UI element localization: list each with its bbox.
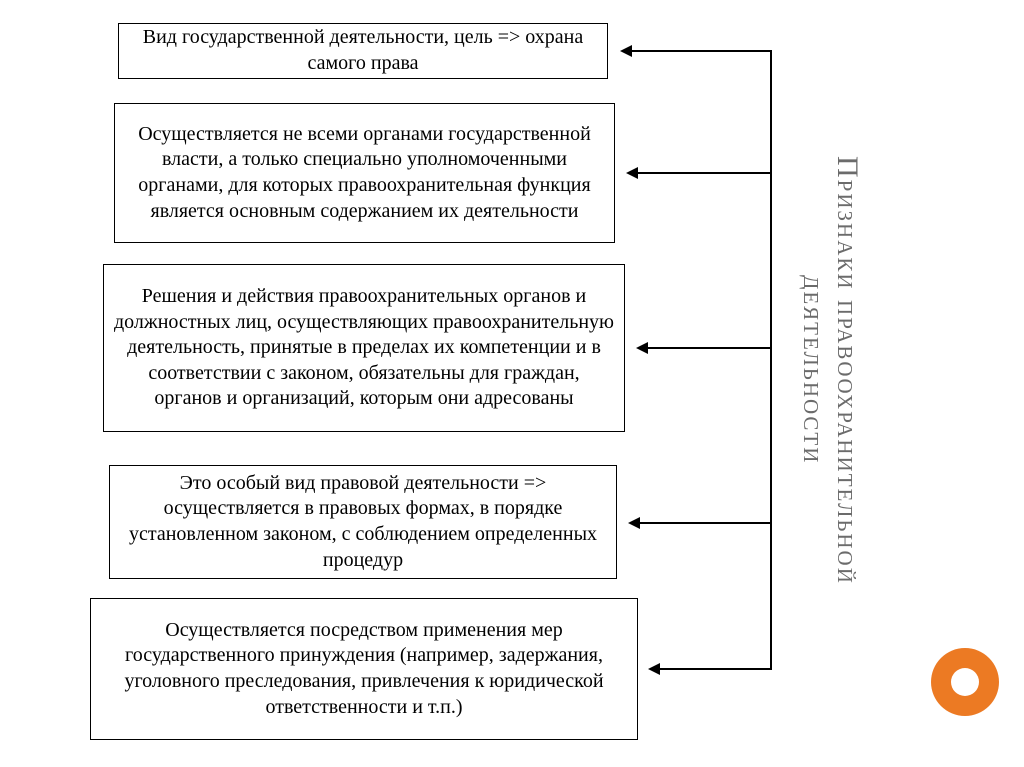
arrow-5 bbox=[650, 668, 770, 670]
slide-title-line2: деятельности bbox=[796, 50, 830, 690]
feature-text-5: Осуществляется посредством применения ме… bbox=[101, 618, 627, 720]
feature-text-2: Осуществляется не всеми органами государ… bbox=[125, 122, 604, 224]
arrow-2 bbox=[628, 172, 770, 174]
slide-title: Признаки правоохранительной деятельности bbox=[796, 50, 864, 690]
feature-text-1: Вид государственной деятельности, цель =… bbox=[129, 25, 597, 76]
feature-box-4: Это особый вид правовой деятельности => … bbox=[109, 465, 617, 579]
accent-circle-inner bbox=[951, 668, 979, 696]
feature-box-3: Решения и действия правоохранительных ор… bbox=[103, 264, 625, 432]
spine-line bbox=[770, 50, 772, 670]
feature-text-3: Решения и действия правоохранительных ор… bbox=[114, 284, 614, 412]
slide-title-line1: Признаки правоохранительной bbox=[831, 156, 864, 585]
feature-box-5: Осуществляется посредством применения ме… bbox=[90, 598, 638, 740]
slide: Вид государственной деятельности, цель =… bbox=[0, 0, 1024, 767]
feature-text-4: Это особый вид правовой деятельности => … bbox=[120, 471, 606, 573]
arrow-1 bbox=[622, 50, 770, 52]
arrow-3 bbox=[638, 347, 770, 349]
feature-box-1: Вид государственной деятельности, цель =… bbox=[118, 23, 608, 79]
arrow-4 bbox=[630, 522, 770, 524]
feature-box-2: Осуществляется не всеми органами государ… bbox=[114, 103, 615, 243]
